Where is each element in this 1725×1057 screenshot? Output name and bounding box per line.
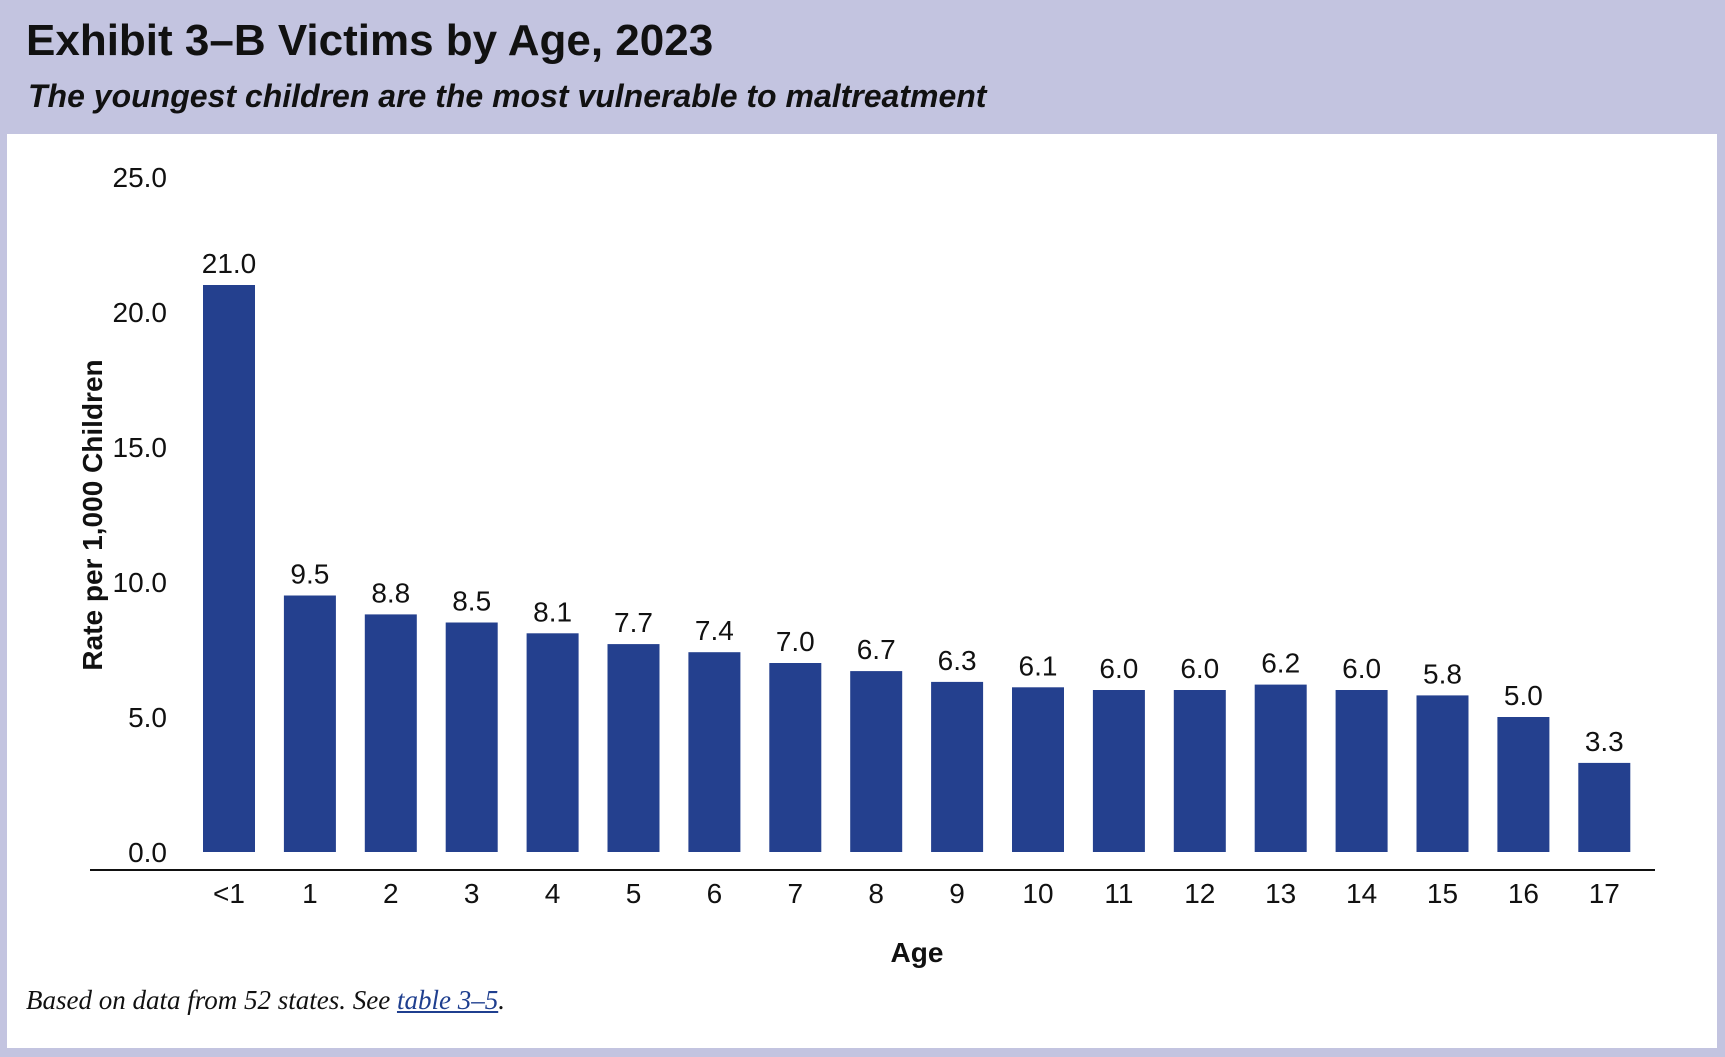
- value-labels-group: 21.0 9.5 8.8 8.5 8.1 7.7 7.4 7.0 6.7 6.3 6.1 6.0 6.0…: [202, 248, 1624, 757]
- chart-panel: 0.0 5.0 10.0 15.0 20.0 25.0 21.0 9.5 8.8 8.5 8.1 7…: [7, 134, 1717, 1048]
- bar-chart: 0.05.010.015.020.025.0 21.09.58.8 8.5 8.1 7…: [77, 162, 1655, 968]
- x-tick-label: 10: [1022, 878, 1053, 909]
- bars-group: [203, 285, 1631, 852]
- x-tick-label: <1: [213, 878, 245, 909]
- bar: [203, 285, 255, 852]
- bar-value-label: 8.8: [371, 577, 410, 608]
- bar-value-label: 7.7: [614, 607, 653, 638]
- bar-value-label: 5.8: [1423, 658, 1462, 689]
- bar-value-label: 6.3: [938, 645, 977, 676]
- y-tick-label: 0.0: [128, 837, 167, 868]
- bar: [526, 633, 579, 852]
- bar-value-label: 8.5: [452, 586, 491, 617]
- bar-value-label: 7.0: [776, 626, 815, 657]
- bar: [1416, 695, 1469, 852]
- x-tick-label: 2: [383, 878, 399, 909]
- footnote-end: .: [498, 985, 505, 1015]
- bar-value-label: 5.0: [1504, 680, 1543, 711]
- x-tick-label: 5: [626, 878, 642, 909]
- bar-value-label: 6.0: [1342, 653, 1381, 684]
- x-tick-label: 11: [1104, 878, 1133, 909]
- x-tick-label: 14: [1346, 878, 1377, 909]
- bar-value-label: 6.1: [1019, 650, 1058, 681]
- x-tick-label: 1: [302, 878, 318, 909]
- bar: [688, 652, 741, 852]
- bar: [850, 671, 903, 852]
- bar: [364, 614, 417, 852]
- x-axis-title: Age: [891, 937, 944, 968]
- y-tick-label: 20.0: [113, 297, 168, 328]
- table-link[interactable]: table 3–5: [396, 985, 499, 1015]
- bar-value-label: 9.5: [290, 559, 329, 590]
- x-tick-label: 4: [545, 878, 561, 909]
- bar: [1012, 687, 1064, 852]
- y-tick-label: 25.0: [113, 162, 168, 193]
- x-axis-ticks: <1 1 2 3 4 5 6 7 8 9 10 11 12 13 14 15 16 17: [213, 878, 1620, 909]
- x-tick-label: 7: [788, 878, 804, 909]
- x-tick-label: 17: [1589, 878, 1620, 909]
- y-axis-title: Rate per 1,000 Children: [77, 359, 108, 670]
- x-tick-label: 16: [1508, 878, 1539, 909]
- bar-value-label: 21.0: [202, 248, 257, 279]
- bar-value-label: 3.3: [1585, 726, 1624, 757]
- x-tick-label: 15: [1427, 878, 1458, 909]
- y-tick-label: 10.0: [113, 567, 168, 598]
- x-tick-label: 12: [1184, 878, 1215, 909]
- footnote-text: Based on data from 52 states. See: [26, 985, 397, 1015]
- bar-value-label: 7.4: [695, 615, 734, 646]
- bar: [1092, 690, 1145, 852]
- bar-value-label: 6.0: [1099, 653, 1138, 684]
- bar: [931, 681, 984, 852]
- bar: [607, 644, 660, 852]
- x-tick-label: 3: [464, 878, 480, 909]
- bar-value-label: 8.1: [533, 596, 572, 627]
- y-tick-label: 15.0: [113, 432, 168, 463]
- page-title: Exhibit 3–B Victims by Age, 2023: [26, 16, 714, 65]
- footnote: Based on data from 52 states. See table …: [26, 985, 505, 1016]
- bar: [1173, 690, 1226, 852]
- x-tick-label: 13: [1265, 878, 1296, 909]
- x-tick-label: 6: [707, 878, 723, 909]
- x-tick-label: 9: [949, 878, 965, 909]
- bar: [769, 663, 822, 852]
- bar-value-label: 6.0: [1180, 653, 1219, 684]
- bar: [283, 595, 336, 852]
- y-axis-ticks: 0.0 5.0 10.0 15.0 20.0 25.0: [113, 162, 168, 868]
- bar: [1497, 717, 1550, 852]
- bar-value-label: 6.2: [1261, 648, 1300, 679]
- bar: [1335, 690, 1388, 852]
- bar: [1254, 684, 1307, 852]
- bar-value-label: 6.7: [857, 634, 896, 665]
- bar: [445, 622, 498, 852]
- page-subtitle: The youngest children are the most vulne…: [28, 78, 987, 114]
- y-tick-label: 5.0: [128, 702, 167, 733]
- bar: [1578, 762, 1631, 852]
- x-tick-label: 8: [868, 878, 884, 909]
- exhibit-header: Exhibit 3–B Victims by Age, 2023 The you…: [0, 0, 1725, 132]
